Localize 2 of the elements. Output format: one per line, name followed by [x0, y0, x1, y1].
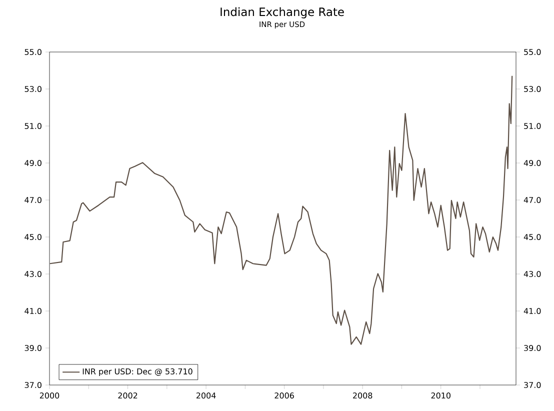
line-series: [50, 75, 513, 345]
chart-title: Indian Exchange Rate: [220, 7, 344, 18]
